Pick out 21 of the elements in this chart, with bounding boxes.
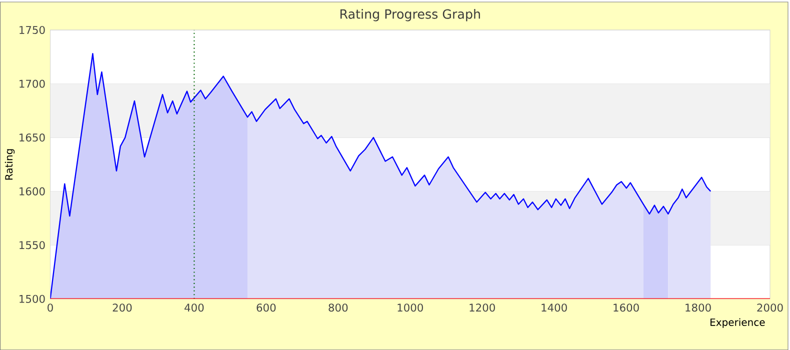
x-tick-label: 1800 [686, 304, 711, 312]
x-tick-label: 1000 [398, 304, 423, 312]
x-tick-label: 600 [256, 304, 276, 312]
x-tick-label: 1200 [470, 304, 495, 312]
x-axis-title: Experience [710, 318, 765, 328]
x-tick-label: 400 [184, 304, 204, 312]
line-series [50, 52, 712, 299]
chart-title: Rating Progress Graph [340, 8, 480, 22]
y-tick-label: 1500 [20, 294, 45, 303]
y-tick-label: 1750 [20, 26, 45, 34]
x-tick-label: 1400 [542, 304, 567, 312]
x-tick-label: 200 [112, 304, 132, 312]
x-tick-label: 1600 [614, 304, 639, 312]
y-tick-label: 1600 [20, 187, 45, 196]
y-tick-label: 1550 [20, 241, 45, 250]
y-axis-title: Rating [4, 149, 15, 180]
x-tick-label: 0 [48, 304, 53, 312]
x-tick-label: 800 [328, 304, 348, 312]
y-tick-label: 1700 [20, 80, 45, 88]
x-tick-label: 2000 [757, 304, 783, 312]
y-tick-label: 1650 [20, 133, 45, 142]
